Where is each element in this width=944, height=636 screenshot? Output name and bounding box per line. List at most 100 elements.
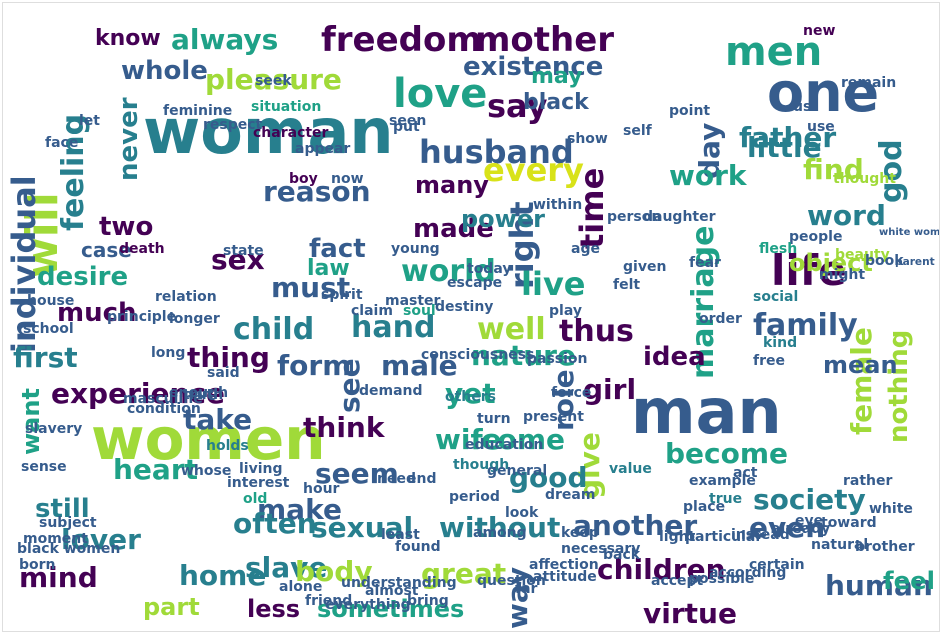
cloud-word: god (874, 139, 909, 203)
cloud-word: put (393, 119, 420, 135)
cloud-word: experience (51, 377, 225, 410)
cloud-word: children (597, 553, 726, 586)
cloud-word: character (253, 125, 329, 141)
cloud-word: claim (351, 303, 393, 319)
cloud-word: word (807, 199, 886, 232)
cloud-word: death (119, 241, 165, 257)
cloud-word: fear (689, 255, 721, 271)
cloud-word: everything (325, 597, 411, 613)
cloud-word: individual (5, 175, 43, 353)
cloud-word: understanding (341, 575, 457, 591)
cloud-word: much (57, 298, 137, 328)
cloud-word: seen (389, 113, 426, 129)
cloud-word: long (151, 345, 185, 361)
cloud-word: given (623, 259, 666, 275)
cloud-word: longer (169, 311, 220, 327)
cloud-word: subject (39, 515, 97, 531)
cloud-word: many (415, 171, 489, 199)
cloud-word: one (767, 61, 879, 124)
cloud-word: mother (475, 20, 614, 60)
cloud-word: living (239, 461, 283, 477)
cloud-word: slavery (25, 421, 82, 437)
cloud-word: thought (833, 171, 896, 187)
cloud-word: free (753, 353, 785, 369)
cloud-word: value (609, 461, 652, 477)
cloud-word: rather (843, 473, 893, 489)
cloud-word: nothing (884, 330, 914, 443)
cloud-word: general (487, 463, 547, 479)
cloud-word: come (481, 423, 565, 456)
cloud-word: people (789, 229, 842, 245)
cloud-word: far (515, 581, 538, 597)
cloud-word: principle (107, 309, 176, 325)
cloud-word: brother (855, 539, 915, 555)
cloud-word: less (247, 595, 300, 623)
cloud-word: child (233, 312, 314, 347)
cloud-word: within (533, 197, 582, 213)
cloud-word: social (753, 289, 798, 305)
cloud-word: first (13, 341, 78, 374)
cloud-word: act (733, 465, 758, 481)
cloud-word: enough (169, 385, 228, 401)
cloud-word: work (669, 159, 748, 192)
cloud-word: daughter (643, 209, 716, 225)
cloud-word: yet (445, 377, 496, 410)
cloud-word: look (505, 505, 539, 521)
cloud-word: role (547, 369, 580, 431)
cloud-word: society (753, 483, 866, 516)
cloud-word: little (747, 131, 822, 164)
cloud-word: love (393, 71, 487, 117)
cloud-word: male (381, 349, 458, 382)
cloud-word: true (709, 491, 742, 507)
cloud-word: demand (359, 383, 423, 399)
cloud-word: moment (23, 531, 88, 547)
cloud-word: light (659, 529, 696, 545)
cloud-word: spirit (321, 287, 363, 303)
cloud-word: another (573, 509, 697, 542)
cloud-word: end (407, 471, 436, 487)
cloud-word: women (91, 405, 326, 473)
cloud-word: feeling (56, 114, 91, 231)
cloud-word: time (573, 168, 611, 249)
cloud-word: passion (527, 351, 588, 367)
cloud-word: masculine (123, 391, 203, 407)
cloud-word: born (19, 557, 56, 573)
cloud-word: remain (841, 75, 896, 91)
cloud-word: point (669, 103, 710, 119)
cloud-word: day (693, 123, 726, 179)
cloud-word: hand (351, 310, 435, 345)
cloud-word: part (143, 593, 200, 621)
cloud-word: still (35, 494, 90, 524)
cloud-word: education (465, 437, 543, 453)
cloud-word: order (699, 311, 742, 327)
cloud-word: truth (183, 387, 223, 403)
cloud-word: never (114, 97, 144, 181)
cloud-word: alone (279, 579, 322, 595)
cloud-word: without (439, 511, 560, 544)
cloud-word: desire (37, 262, 128, 292)
cloud-word: old (243, 491, 267, 507)
cloud-word: nature (471, 339, 576, 372)
cloud-word: sense (21, 459, 67, 475)
cloud-word: particular (685, 529, 762, 545)
cloud-word: thus (559, 314, 634, 349)
cloud-word: men (725, 29, 822, 75)
cloud-word: present (523, 409, 584, 425)
cloud-word: attitude (533, 569, 597, 585)
cloud-word: say (487, 87, 548, 125)
cloud-word: seem (315, 457, 399, 490)
cloud-word: parent (895, 256, 935, 268)
cloud-word: know (95, 26, 161, 51)
cloud-word: make (257, 493, 342, 526)
cloud-word: life (771, 246, 847, 295)
cloud-word: form (277, 349, 351, 382)
cloud-word: though (453, 457, 509, 473)
cloud-word: among (473, 525, 527, 541)
cloud-word: may (531, 64, 582, 89)
cloud-word: take (183, 403, 252, 436)
cloud-word: existence (463, 52, 603, 82)
cloud-word: appear (295, 141, 350, 157)
cloud-word: human (825, 569, 933, 602)
cloud-word: destiny (435, 299, 493, 315)
